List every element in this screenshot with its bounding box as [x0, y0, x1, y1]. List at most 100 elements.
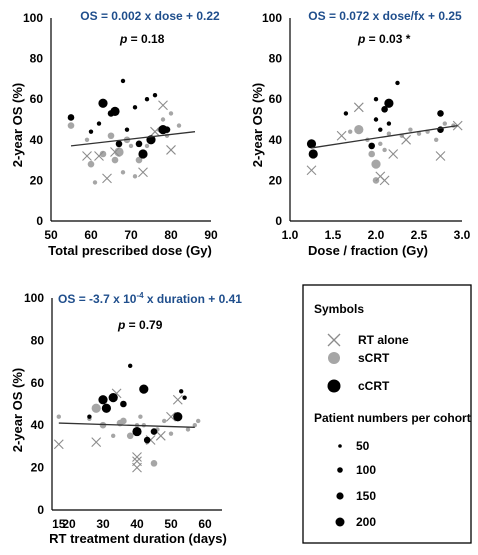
x-tick-label: 1.5	[325, 228, 342, 242]
legend-ccrt-icon	[327, 379, 341, 393]
ccrt-point	[179, 389, 184, 394]
scrt-point	[114, 147, 124, 157]
scrt-point	[168, 431, 174, 436]
ccrt-point	[373, 97, 379, 102]
ccrt-point	[96, 121, 102, 126]
ccrt-point	[437, 110, 444, 117]
rt-alone-point	[166, 145, 176, 155]
scrt-point	[56, 414, 61, 419]
scrt-point	[84, 137, 90, 142]
scrt-point	[382, 147, 387, 153]
scrt-point	[168, 111, 174, 116]
rt-alone-point	[82, 151, 92, 161]
scrt-point	[111, 433, 116, 438]
ccrt-point	[308, 149, 318, 159]
ccrt-point	[368, 142, 376, 150]
legend-sizes-title: Patient numbers per cohort	[314, 411, 471, 425]
ccrt-point	[150, 428, 158, 435]
legend: Symbols RT alone sCRT cCRT Patient numbe…	[302, 284, 472, 544]
x-tick-label: 50	[44, 228, 58, 242]
rt-alone-point	[379, 175, 390, 186]
ccrt-point	[135, 140, 143, 148]
y-tick-label: 80	[30, 52, 44, 66]
y-tick-label: 60	[269, 92, 283, 106]
rt-alone-point	[155, 430, 166, 441]
p-value-duration: p = 0.79	[117, 318, 163, 332]
ccrt-point	[120, 400, 127, 408]
ccrt-point	[139, 384, 149, 394]
y-tick-label: 20	[30, 173, 44, 187]
ccrt-point	[143, 436, 151, 444]
scrt-point	[91, 403, 101, 413]
ccrt-point	[110, 106, 120, 116]
scrt-point	[67, 122, 75, 129]
scrt-point	[408, 127, 413, 132]
ccrt-point	[163, 126, 171, 133]
panel-duration: OS = -3.7 x 10-4 x duration + 0.41 p = 0…	[10, 291, 242, 546]
x-tick-label: 3.0	[454, 228, 471, 242]
scrt-point	[434, 137, 439, 142]
x-tick-label: 20	[62, 517, 76, 531]
y-axis-label-dose-fraction: 2-year OS (%)	[250, 83, 265, 168]
p-value-dose-fraction: p = 0.03 *	[357, 32, 411, 46]
scrt-point	[126, 432, 134, 440]
equation-duration: OS = -3.7 x 10-4 x duration + 0.41	[58, 291, 242, 306]
y-tick-label: 100	[24, 291, 44, 305]
ccrt-point	[381, 106, 388, 113]
equation-dose-fraction: OS = 0.072 x dose/fx + 0.25	[308, 9, 462, 23]
scrt-point	[99, 150, 107, 158]
scrt-point	[92, 180, 98, 185]
ccrt-point	[182, 395, 187, 400]
ccrt-point	[132, 426, 142, 437]
scrt-point	[192, 423, 197, 428]
x-tick-label: 60	[84, 228, 98, 242]
y-tick-label: 20	[31, 461, 45, 475]
x-tick-label: 2.0	[368, 228, 385, 242]
ccrt-point	[138, 149, 148, 159]
legend-size-200-label: 200	[356, 515, 376, 529]
x-tick-label: 60	[198, 517, 212, 531]
rt-alone-point	[132, 462, 142, 473]
rt-alone-point	[132, 452, 142, 462]
rt-alone-point	[172, 394, 183, 405]
scrt-point	[132, 174, 138, 179]
rt-alone-point	[336, 130, 347, 141]
x-axis-label-dose: Total prescribed dose (Gy)	[48, 243, 212, 258]
x-tick-label: 15	[52, 517, 66, 531]
ccrt-point	[98, 98, 108, 108]
ccrt-point	[98, 395, 108, 405]
y-tick-label: 20	[269, 173, 283, 187]
x-tick-label: 2.5	[411, 228, 428, 242]
legend-size-200-icon	[335, 517, 345, 527]
scrt-point	[176, 123, 182, 128]
ccrt-point	[120, 78, 126, 84]
y-tick-label: 0	[36, 214, 43, 228]
scrt-point	[135, 156, 143, 164]
p-value-dose: p = 0.18	[119, 32, 165, 46]
scrt-point	[354, 125, 364, 135]
panel-dose: OS = 0.002 x dose + 0.22 p = 0.18 2-year…	[10, 9, 220, 258]
y-tick-label: 80	[31, 333, 45, 347]
rt-alone-point	[435, 151, 446, 161]
ccrt-point	[306, 139, 317, 149]
scrt-point	[368, 150, 376, 158]
ccrt-point	[144, 97, 150, 102]
rt-alone-point	[94, 151, 104, 161]
x-tick-label: 90	[204, 228, 218, 242]
x-tick-label: 70	[124, 228, 138, 242]
x-axis-label-duration: RT treatment duration (days)	[49, 531, 227, 546]
scrt-point	[120, 170, 126, 175]
legend-size-50-icon	[338, 444, 342, 448]
y-tick-label: 100	[23, 11, 43, 25]
legend-size-50-label: 50	[356, 439, 370, 453]
scrt-point	[185, 427, 191, 432]
scrt-point	[128, 143, 134, 149]
rt-alone-point	[110, 147, 120, 157]
ccrt-point	[88, 129, 94, 134]
scrt-point	[150, 460, 158, 467]
legend-rt-alone-label: RT alone	[358, 333, 409, 347]
x-tick-label: 80	[164, 228, 178, 242]
legend-rt-alone-icon	[327, 333, 341, 347]
trendline-dose-fraction	[311, 124, 458, 149]
